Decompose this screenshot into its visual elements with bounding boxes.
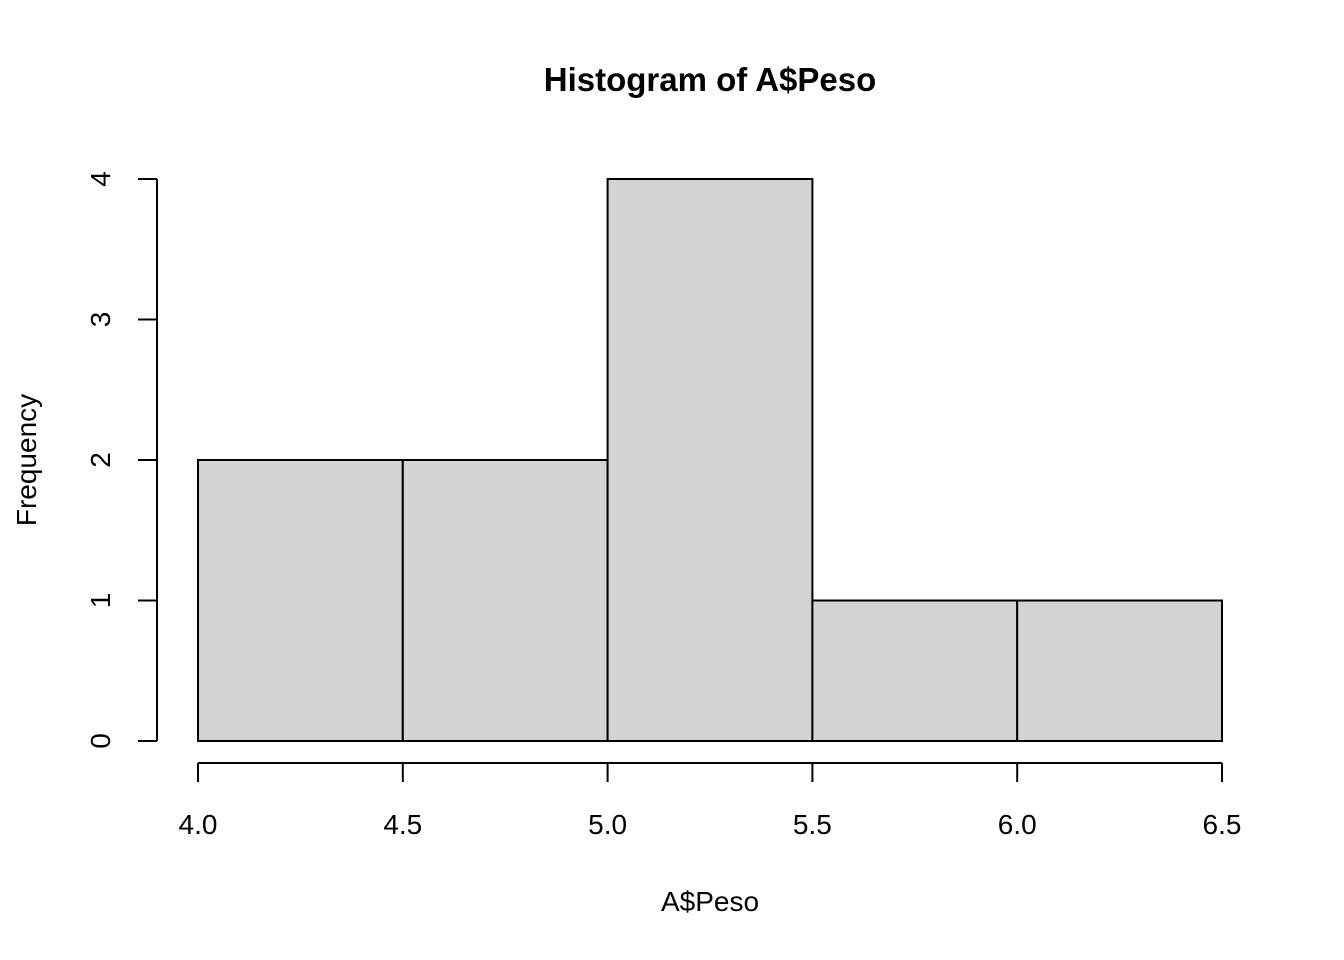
histogram-bar-0	[197, 459, 404, 742]
y-axis: 0 1 2 3 4	[85, 171, 158, 749]
histogram-bar-4	[1016, 599, 1224, 742]
x-tick-label-1: 4.5	[383, 809, 422, 840]
y-tick-label-2: 2	[85, 452, 116, 468]
x-axis: 4.0 4.5 5.0 5.5 6.0 6.5	[179, 762, 1242, 840]
x-axis-label: A$Peso	[661, 886, 759, 917]
y-tick-label-0: 0	[85, 733, 116, 749]
chart-title: Histogram of A$Peso	[544, 61, 877, 98]
histogram-bar-1	[401, 459, 609, 742]
x-tick-label-3: 5.5	[793, 809, 832, 840]
y-tick-label-3: 3	[85, 312, 116, 328]
x-tick-label-0: 4.0	[179, 809, 218, 840]
y-tick-label-4: 4	[85, 171, 116, 187]
histogram-bar-3	[811, 599, 1019, 742]
x-tick-label-4: 6.0	[998, 809, 1037, 840]
bars-group	[197, 178, 1224, 742]
x-tick-label-5: 6.5	[1203, 809, 1242, 840]
x-tick-label-2: 5.0	[588, 809, 627, 840]
histogram-bar-2	[606, 178, 814, 742]
y-tick-label-1: 1	[85, 593, 116, 609]
y-axis-label: Frequency	[11, 394, 42, 526]
